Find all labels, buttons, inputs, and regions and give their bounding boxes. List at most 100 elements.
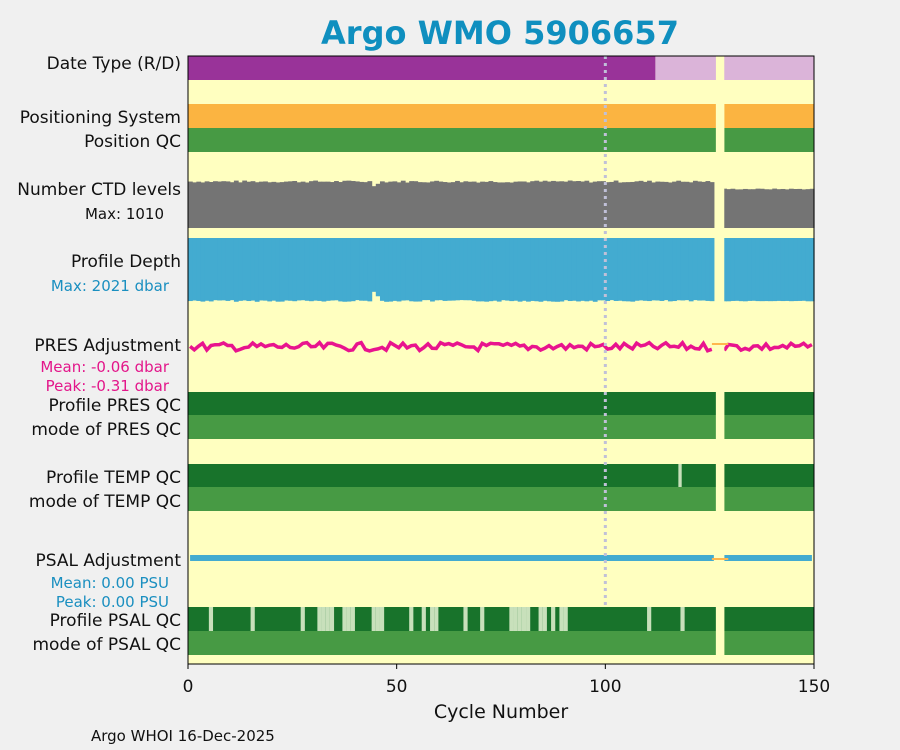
profile-depth-bar	[346, 238, 352, 302]
gap-column	[715, 56, 725, 664]
psal-qc-flag-mark	[317, 607, 322, 631]
ctd-level-bar	[496, 182, 502, 228]
psal-qc-flag-mark	[325, 607, 330, 631]
psal-qc-flag-mark	[551, 607, 556, 631]
profile-depth-bar	[722, 238, 727, 302]
profile-depth-bar	[701, 238, 707, 301]
chart-title: Argo WMO 5906657	[321, 14, 679, 52]
profile-depth-bar	[638, 238, 644, 301]
ctd-level-bar	[254, 182, 260, 228]
ctd-level-bar	[780, 188, 786, 228]
ctd-level-bar	[734, 189, 740, 228]
position-qc-bar-segment-0	[188, 128, 716, 152]
ctd-level-bar	[726, 189, 732, 228]
ctd-level-bar	[455, 180, 460, 228]
profile-depth-bar	[538, 238, 544, 302]
profile-depth-bar	[768, 238, 773, 302]
ctd-level-bar	[801, 189, 807, 228]
profile-depth-bar	[571, 238, 577, 301]
psal-mean-annotation: Mean: 0.00 PSU	[51, 574, 169, 592]
profile-depth-bar	[743, 238, 748, 302]
ctd-level-bar	[672, 181, 677, 228]
profile-depth-bar	[204, 238, 210, 301]
label-positioning-system: Positioning System	[20, 108, 181, 128]
x-tick-label: 150	[798, 677, 830, 697]
ctd-level-bar	[622, 182, 627, 228]
ctd-level-bar	[530, 181, 535, 228]
psal-qc-flag-mark	[409, 607, 414, 631]
x-axis-label: Cycle Number	[434, 701, 568, 723]
profile-psal-qc-bar-segment-0	[188, 607, 716, 631]
label-pres-adjustment: PRES Adjustment	[34, 336, 181, 356]
profile-depth-bar	[242, 238, 248, 301]
plot-frame	[187, 55, 815, 665]
ctd-level-bar	[596, 181, 602, 228]
mode-temp-qc-bar-segment-0	[188, 487, 716, 511]
pres-adjustment-line	[722, 340, 813, 353]
profile-depth-bar	[471, 238, 477, 301]
profile-depth-bar	[501, 238, 506, 301]
profile-depth-bar	[759, 238, 765, 302]
psal-qc-flag-mark	[509, 607, 514, 631]
psal-qc-flag-mark	[342, 607, 347, 631]
ctd-level-bar	[467, 181, 473, 228]
profile-depth-bar	[480, 238, 485, 302]
mode-pres-qc-bar-segment-0	[188, 415, 716, 439]
ctd-level-bar	[200, 182, 206, 228]
profile-depth-bar	[801, 238, 807, 301]
psal-qc-flag-mark	[513, 607, 518, 631]
ctd-level-bar	[317, 181, 323, 228]
ctd-level-bar	[425, 182, 431, 228]
ctd-level-bar	[680, 181, 686, 228]
profile-depth-bar	[283, 238, 289, 301]
ctd-level-bar	[722, 188, 727, 228]
psal-qc-flag-mark	[379, 607, 385, 631]
profile-depth-bar	[492, 238, 498, 301]
ctd-level-bar	[793, 189, 798, 228]
profile-depth-bar	[233, 238, 239, 302]
psal-qc-flag-mark	[521, 607, 527, 631]
profile-depth-bar	[772, 238, 778, 302]
profile-depth-bar	[213, 238, 218, 301]
ctd-level-bar	[371, 186, 377, 228]
ctd-level-bar	[776, 189, 782, 228]
profile-depth-bar	[551, 238, 556, 302]
profile-depth-bar	[221, 238, 227, 301]
ctd-level-bar	[659, 181, 665, 228]
profile-depth-bar	[275, 238, 281, 302]
ctd-level-bar	[463, 181, 469, 228]
ctd-level-bar	[705, 181, 711, 228]
profile-depth-bar	[288, 238, 293, 301]
profile-depth-bar	[363, 238, 369, 301]
profile-depth-bar	[430, 238, 435, 302]
profile-depth-bar	[438, 238, 444, 301]
ctd-level-bar	[521, 181, 527, 228]
label-profile-psal-qc: Profile PSAL QC	[50, 611, 181, 631]
ctd-level-bar	[772, 188, 778, 228]
psal-qc-flag-mark	[350, 607, 355, 631]
ctd-level-bar	[246, 181, 252, 228]
profile-depth-bar	[630, 238, 636, 302]
profile-depth-bar	[300, 238, 306, 301]
ctd-level-bar	[697, 181, 702, 228]
profile-depth-bar	[484, 238, 490, 302]
ctd-level-bar	[692, 180, 698, 228]
profile-depth-bar	[371, 238, 377, 292]
ctd-level-bar	[805, 189, 811, 228]
ctd-level-bar	[567, 180, 573, 228]
psal-qc-flag-mark	[421, 607, 426, 631]
profile-depth-bar	[313, 238, 318, 301]
ctd-level-bar	[250, 181, 256, 228]
ctd-level-bar	[667, 182, 673, 228]
profile-depth-bar	[229, 238, 235, 301]
ctd-level-bar	[288, 181, 293, 228]
profile-depth-bar	[626, 238, 631, 302]
ctd-level-bar	[354, 181, 360, 228]
profile-temp-qc-bar-segment-0	[188, 464, 716, 487]
ctd-level-bar	[630, 181, 636, 228]
profile-depth-bar	[325, 238, 331, 301]
profile-depth-bar	[793, 238, 798, 302]
profile-depth-bar	[655, 238, 661, 301]
profile-depth-bar	[396, 238, 402, 302]
